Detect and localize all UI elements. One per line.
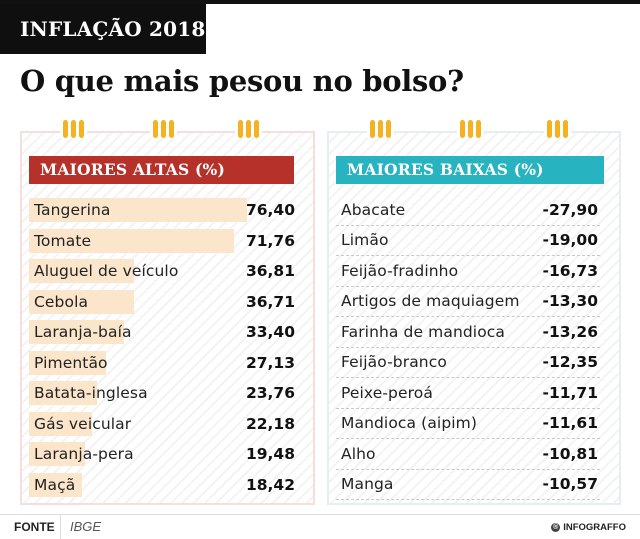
infograffo-logo-icon: ® (551, 523, 561, 532)
list-item: Artigos de maquiagem -13,30 (336, 287, 600, 317)
footer: FONTE IBGE ® INFOGRAFFO (0, 514, 640, 539)
decreases-panel: MAIORES BAIXAS (%) Abacate -27,90 Limão -19… (327, 120, 621, 505)
item-value: -16,73 (542, 261, 598, 280)
list-item: Feijão-branco -12,35 (336, 348, 600, 378)
item-label: Manga (341, 475, 394, 494)
binder-rings-icon (235, 120, 262, 138)
list-item: Tangerina 76,40 (29, 195, 297, 226)
list-item: Peixe-peroá -11,71 (336, 378, 600, 409)
item-value: -13,30 (542, 292, 598, 311)
footer-divider (60, 515, 61, 539)
item-value: -12,35 (542, 353, 598, 372)
item-value: -11,61 (542, 414, 598, 433)
item-label: Laranja-pera (34, 445, 134, 464)
item-label: Peixe-peroá (341, 383, 433, 402)
item-label: Pimentão (34, 353, 108, 372)
list-item: Abacate -27,90 (336, 195, 600, 226)
brand-name: INFOGRAFFO (563, 522, 626, 533)
list-item: Alho -10,81 (336, 439, 600, 470)
item-label: Maçã (34, 475, 76, 494)
increases-list: Tangerina 76,40 Tomate 71,76 Aluguel de veíc… (29, 195, 297, 500)
item-label: Batata-inglesa (34, 384, 148, 403)
item-label: Gás veicular (34, 414, 132, 433)
increases-header: MAIORES ALTAS (%) (29, 156, 294, 184)
item-value: 71,76 (245, 231, 295, 250)
item-value: -13,26 (542, 322, 598, 341)
brand: ® INFOGRAFFO (551, 522, 626, 533)
item-label: Aluguel de veículo (34, 262, 179, 281)
item-label: Artigos de maquiagem (341, 292, 520, 311)
item-label: Alho (341, 444, 376, 463)
list-item: Laranja-baía 33,40 (29, 317, 297, 348)
section-tag: INFLAÇÃO 2018 (0, 4, 206, 54)
item-value: 18,42 (245, 475, 295, 494)
list-item: Maçã 18,42 (29, 470, 297, 501)
value-bar (29, 289, 134, 314)
top-rule (0, 0, 640, 4)
value-bar (29, 411, 93, 436)
item-value: 23,76 (245, 384, 295, 403)
list-item: Cebola 36,71 (29, 287, 297, 318)
list-item: Batata-inglesa 23,76 (29, 378, 297, 409)
item-label: Farinha de mandioca (341, 322, 506, 341)
item-label: Abacate (341, 200, 406, 219)
source-label: FONTE (14, 520, 55, 534)
list-item: Pimentão 27,13 (29, 348, 297, 379)
list-item: Limão -19,00 (336, 226, 600, 256)
list-item: Farinha de mandioca -13,26 (336, 317, 600, 348)
value-bar (29, 228, 234, 253)
value-bar (29, 320, 125, 344)
list-item: Aluguel de veículo 36,81 (29, 256, 297, 287)
binder-rings-icon (367, 120, 394, 138)
item-label: Laranja-baía (34, 323, 132, 342)
item-value: 22,18 (245, 414, 295, 433)
binder-rings-icon (457, 120, 484, 138)
item-label: Limão (341, 231, 389, 250)
binder-rings-icon (544, 120, 571, 138)
increases-panel: MAIORES ALTAS (%) Tangerina 76,40 Tomate 71… (20, 120, 315, 505)
value-bar (29, 198, 247, 222)
item-value: -10,57 (542, 475, 598, 494)
value-bar (29, 259, 135, 283)
item-value: 36,81 (245, 262, 295, 281)
item-value: -19,00 (542, 231, 598, 250)
page-title: O que mais pesou no bolso? (20, 64, 464, 98)
binder-rings-icon (150, 120, 177, 138)
item-value: -27,90 (542, 200, 598, 219)
value-bar (29, 472, 82, 497)
item-label: Mandioca (aipim) (341, 414, 478, 433)
item-label: Feijão-fradinho (341, 261, 459, 280)
item-value: 76,40 (245, 201, 295, 220)
item-value: 19,48 (245, 445, 295, 464)
item-value: -10,81 (542, 444, 598, 463)
source-value: IBGE (70, 519, 102, 534)
item-label: Tangerina (34, 201, 111, 220)
list-item: Feijão-fradinho -16,73 (336, 256, 600, 287)
list-item: Gás veicular 22,18 (29, 409, 297, 440)
item-value: 27,13 (245, 353, 295, 372)
list-item: Tomate 71,76 (29, 226, 297, 257)
list-item: Laranja-pera 19,48 (29, 439, 297, 470)
list-item: Manga -10,57 (336, 470, 600, 500)
value-bar (29, 350, 107, 375)
item-value: 36,71 (245, 292, 295, 311)
item-value: 33,40 (245, 323, 295, 342)
binder-rings-icon (60, 120, 87, 138)
value-bar (29, 442, 85, 466)
item-label: Tomate (34, 231, 92, 250)
item-label: Feijão-branco (341, 353, 447, 372)
item-label: Cebola (34, 292, 89, 311)
list-item: Mandioca (aipim) -11,61 (336, 409, 600, 439)
decreases-header: MAIORES BAIXAS (%) (336, 156, 604, 184)
decreases-list: Abacate -27,90 Limão -19,00 Feijão-fradinho -… (336, 195, 600, 500)
value-bar (29, 381, 97, 405)
item-value: -11,71 (542, 383, 598, 402)
